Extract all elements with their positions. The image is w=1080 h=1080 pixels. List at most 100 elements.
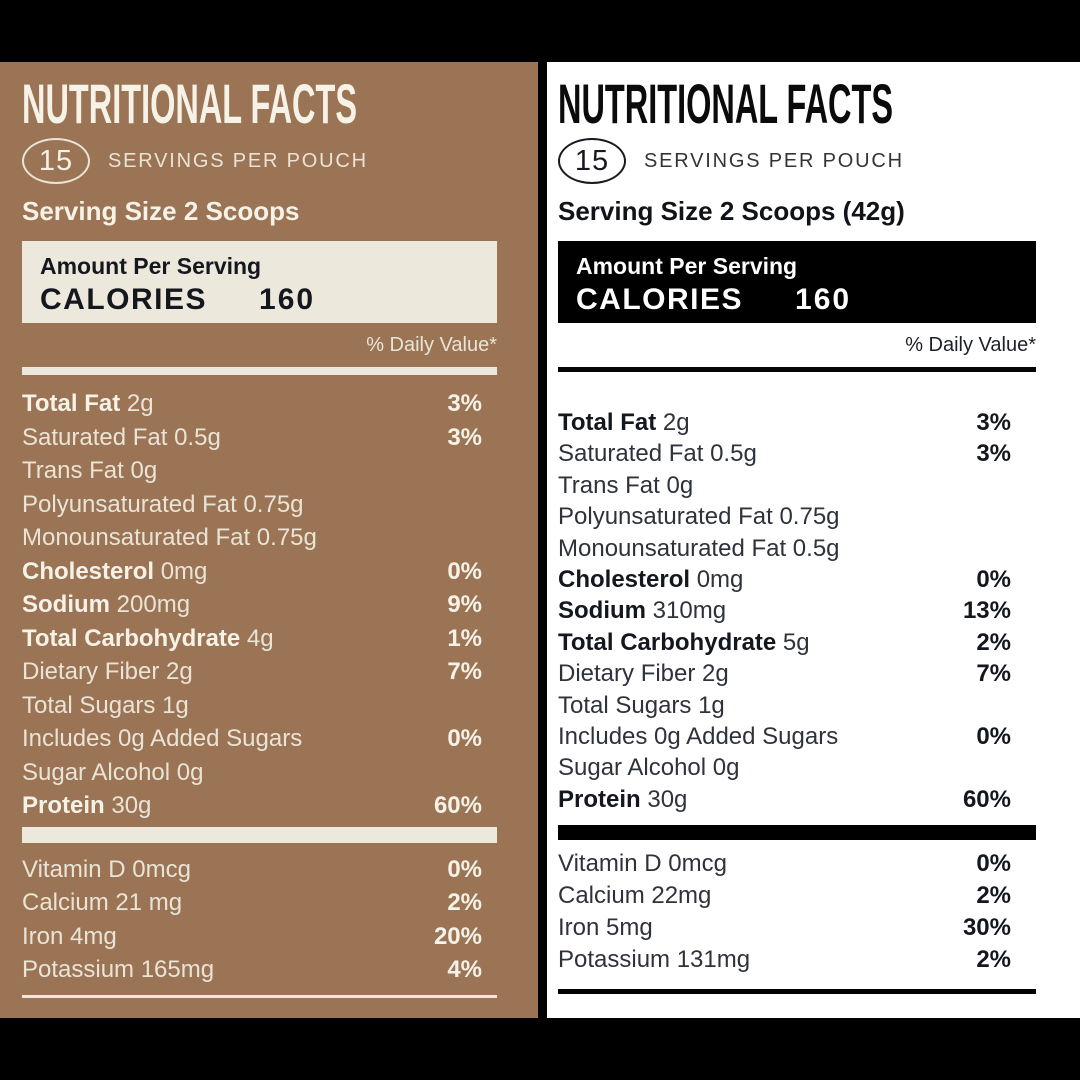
- nutrient-name: Includes 0g Added Sugars: [558, 721, 838, 752]
- nutrient-name-bold: Total Fat: [22, 390, 121, 417]
- nutrient-name: Iron 5mg: [558, 913, 653, 941]
- row-protein: Protein 30g 60%: [558, 784, 1036, 815]
- nutrient-percent: 0%: [447, 725, 482, 752]
- divider-rule: [22, 367, 497, 375]
- nutrient-percent: 7%: [447, 658, 482, 685]
- calories-box: Amount Per Serving CALORIES 160: [22, 241, 497, 323]
- nutrient-percent: 2%: [976, 628, 1011, 656]
- row-total-fat: Total Fat 2g 3%: [22, 387, 497, 421]
- nutrient-name: Dietary Fiber 2g: [558, 658, 729, 689]
- nutrient-name-rest: Includes 0g Added Sugars: [558, 723, 839, 751]
- nutrient-name: Polyunsaturated Fat 0.75g: [22, 488, 304, 522]
- row-iron: Iron 4mg 20%: [22, 920, 497, 954]
- nutrient-name: Sodium 310mg: [558, 595, 726, 626]
- nutrient-name-rest: 2g: [120, 390, 154, 417]
- bottom-rule: [558, 989, 1036, 995]
- nutrient-name: Sugar Alcohol 0g: [558, 752, 739, 783]
- servings-label: SERVINGS PER POUCH: [644, 149, 904, 172]
- nutrient-name-rest: 5g: [776, 628, 810, 656]
- row-polyunsaturated-fat: Polyunsaturated Fat 0.75g: [22, 488, 497, 522]
- amount-per-serving-label: Amount Per Serving: [40, 253, 262, 279]
- nutrient-name: Trans Fat 0g: [558, 470, 693, 501]
- nutrient-name: Monounsaturated Fat 0.75g: [22, 521, 317, 555]
- nutrient-name: Includes 0g Added Sugars: [22, 722, 302, 756]
- nutrient-name-rest: Sugar Alcohol 0g: [22, 758, 204, 786]
- nutrient-percent: 30%: [962, 913, 1011, 941]
- calories-line: CALORIES 160: [576, 282, 1036, 318]
- servings-line: 15 SERVINGS PER POUCH: [558, 138, 1036, 184]
- calories-line: CALORIES 160: [40, 282, 497, 318]
- row-protein: Protein 30g 60%: [22, 789, 497, 823]
- nutrient-name-rest: 4g: [240, 624, 274, 652]
- nutrient-name: Total Fat 2g: [22, 387, 154, 421]
- nutrient-name: Saturated Fat 0.5g: [558, 438, 757, 469]
- row-iron: Iron 5mg 30%: [558, 912, 1036, 944]
- row-calcium: Calcium 22mg 2%: [558, 880, 1036, 912]
- nutrient-name-rest: Sugar Alcohol 0g: [558, 754, 740, 782]
- servings-count-oval: 15: [22, 138, 90, 184]
- nutrient-percent: 0%: [976, 850, 1011, 878]
- nutrient-name-rest: Monounsaturated Fat 0.5g: [558, 534, 840, 562]
- nutrient-name-bold: Total Carbohydrate: [22, 624, 241, 652]
- row-trans-fat: Trans Fat 0g: [558, 470, 1036, 501]
- nutrient-name: Iron 4mg: [22, 922, 117, 950]
- nutrient-name: Total Carbohydrate 4g: [22, 622, 274, 656]
- nutrient-percent: 0%: [447, 855, 482, 883]
- nutrient-percent: 0%: [447, 557, 482, 585]
- page-title: NUTRITIONAL FACTS: [558, 72, 1036, 135]
- row-total-sugars: Total Sugars 1g: [22, 689, 497, 723]
- row-total-carbohydrate: Total Carbohydrate 5g 2%: [558, 627, 1036, 658]
- nutrient-percent: 2%: [976, 945, 1011, 973]
- nutrient-name: Saturated Fat 0.5g: [22, 421, 221, 455]
- nutrient-name-rest: Monounsaturated Fat 0.75g: [22, 524, 317, 551]
- row-sugar-alcohol: Sugar Alcohol 0g: [558, 752, 1036, 783]
- daily-value-note: % Daily Value*: [366, 334, 497, 356]
- row-calcium: Calcium 21 mg 2%: [22, 886, 497, 920]
- page-title-text: NUTRITIONAL FACTS: [558, 72, 894, 135]
- nutrient-name-rest: Polyunsaturated Fat 0.75g: [22, 490, 304, 518]
- row-added-sugars: Includes 0g Added Sugars 0%: [558, 721, 1036, 752]
- row-total-carbohydrate: Total Carbohydrate 4g 1%: [22, 622, 497, 656]
- row-vitamin-d: Vitamin D 0mcg 0%: [558, 848, 1036, 880]
- nutrient-name: Vitamin D 0mcg: [558, 850, 727, 878]
- nutrient-name-rest: Trans Fat 0g: [558, 471, 694, 499]
- nutrient-name-rest: Total Sugars 1g: [558, 691, 725, 719]
- row-sodium: Sodium 200mg 9%: [22, 588, 497, 622]
- nutrient-name-rest: Trans Fat 0g: [22, 457, 158, 484]
- nutrient-percent: 0%: [976, 566, 1011, 594]
- nutrient-percent: 3%: [976, 440, 1011, 468]
- nutrient-percent: 0%: [976, 723, 1011, 751]
- nutrient-percent: 7%: [976, 660, 1011, 688]
- nutrient-name-rest: 310mg: [646, 597, 727, 625]
- nutrient-name: Protein 30g: [22, 789, 151, 823]
- nutrient-name: Monounsaturated Fat 0.5g: [558, 533, 840, 564]
- section-divider-bar: [558, 825, 1036, 841]
- micronutrient-rows: Vitamin D 0mcg 0% Calcium 22mg 2% Iron 5mg…: [558, 848, 1036, 975]
- nutrient-name: Trans Fat 0g: [22, 454, 157, 488]
- nutrient-name-bold: Sodium: [22, 591, 110, 618]
- calories-label: CALORIES: [576, 283, 744, 316]
- servings-count: 15: [38, 144, 74, 177]
- nutrient-percent: 60%: [962, 785, 1011, 813]
- nutrient-name: Polyunsaturated Fat 0.75g: [558, 501, 840, 532]
- nutrient-name: Vitamin D 0mcg: [22, 855, 191, 883]
- row-cholesterol: Cholesterol 0mg 0%: [558, 564, 1036, 595]
- nutrient-percent: 3%: [447, 423, 482, 451]
- amount-per-serving-label: Amount Per Serving: [576, 253, 798, 279]
- servings-count-oval: 15: [558, 138, 626, 184]
- nutrient-name-rest: Total Sugars 1g: [22, 691, 189, 719]
- row-sodium: Sodium 310mg 13%: [558, 595, 1036, 626]
- nutrient-name-bold: Cholesterol: [558, 566, 691, 594]
- serving-size: Serving Size 2 Scoops (42g): [558, 196, 905, 226]
- nutrient-name-bold: Total Carbohydrate: [558, 628, 777, 656]
- row-dietary-fiber: Dietary Fiber 2g 7%: [558, 658, 1036, 689]
- nutrient-name: Protein 30g: [558, 784, 687, 815]
- nutrient-percent: 2%: [447, 889, 482, 916]
- calories-label: CALORIES: [40, 283, 208, 316]
- nutrition-panel-brown: NUTRITIONAL FACTS 15 SERVINGS PER POUCH …: [0, 62, 538, 1018]
- servings-label: SERVINGS PER POUCH: [108, 149, 368, 172]
- nutrient-name-rest: 30g: [640, 785, 688, 813]
- row-total-sugars: Total Sugars 1g: [558, 690, 1036, 721]
- nutrient-name: Total Fat 2g: [558, 407, 690, 438]
